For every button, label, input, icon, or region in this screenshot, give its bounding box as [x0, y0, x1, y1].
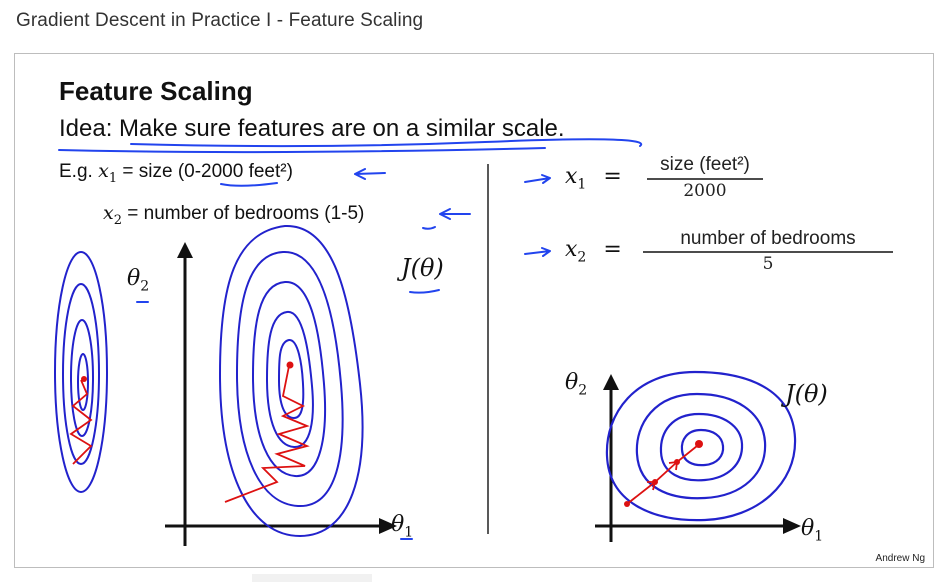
- arrow-x2-right: [524, 247, 551, 257]
- right-descent-points: [624, 440, 703, 507]
- arrow-x2-left: [439, 208, 471, 220]
- scaled-x2-lhs: x2 =: [565, 237, 622, 266]
- left-narrow-minimum: [81, 376, 87, 382]
- slide-heading: Feature Scaling: [59, 76, 253, 106]
- fraction-bars: [643, 178, 893, 253]
- right-theta2-label: θ2: [565, 370, 588, 399]
- right-theta1-label: θ1: [801, 516, 824, 545]
- x1-subscript: 1: [108, 170, 118, 186]
- lecture-slide: Feature Scaling Idea: Make sure features…: [14, 53, 934, 568]
- eg-prefix: E.g.: [59, 161, 93, 182]
- example-x1-line: E.g. x1 = size (0-2000 feet²): [59, 160, 293, 186]
- arrow-x1-right: [524, 174, 551, 184]
- slide-idea: Idea: Make sure features are on a simila…: [59, 115, 565, 142]
- x2-variable: x: [103, 202, 114, 224]
- scaled-x2-denominator: 5: [762, 254, 774, 274]
- left-narrow-descent-path: [69, 379, 93, 465]
- underline-range-2000: [220, 182, 278, 187]
- underline-cost-left: [409, 289, 440, 294]
- slide-drawing: [54, 138, 893, 546]
- annotation-underlines: [58, 138, 643, 540]
- left-minimum: [286, 361, 294, 369]
- x2-definition: = number of bedrooms (1-5): [127, 203, 365, 224]
- left-theta2-label: θ2: [127, 266, 150, 295]
- arrow-x1-left: [354, 168, 386, 180]
- right-cost-label: J(θ): [785, 380, 828, 408]
- underline-feature-scale: [58, 147, 546, 154]
- example-x2-line: x2 = number of bedrooms (1-5): [103, 202, 364, 228]
- underline-range-bedrooms: [422, 226, 436, 230]
- underline-idea: [130, 138, 643, 148]
- left-axes: [165, 242, 397, 546]
- lower-scrollbar-track[interactable]: [252, 574, 372, 582]
- x1-variable: x: [98, 160, 109, 182]
- scaled-x2-numerator: number of bedrooms: [680, 228, 856, 249]
- x1-definition: = size (0-2000 feet²): [122, 161, 293, 182]
- right-circular-contours: [605, 370, 797, 522]
- left-descent-path: [224, 365, 310, 503]
- scaled-x1-denominator: 2000: [683, 181, 727, 201]
- author-credit: Andrew Ng: [875, 553, 925, 564]
- page-title: Gradient Descent in Practice I - Feature…: [16, 10, 424, 31]
- left-elongated-contours: [218, 224, 364, 538]
- scaled-x1-numerator: size (feet²): [660, 154, 750, 175]
- left-narrow-contours: [54, 251, 108, 493]
- x2-subscript: 2: [113, 212, 122, 228]
- left-cost-label: J(θ): [401, 254, 444, 282]
- left-theta1-label: θ1: [391, 512, 414, 541]
- scaled-x1-lhs: x1 =: [565, 164, 622, 193]
- right-axes: [595, 374, 801, 542]
